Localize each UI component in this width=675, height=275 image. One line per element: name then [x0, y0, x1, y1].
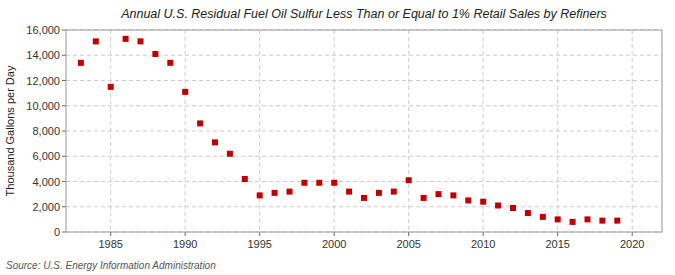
tick-label: 16,000: [26, 24, 60, 36]
point: [599, 218, 605, 224]
tick-label: 2015: [545, 238, 569, 250]
point: [167, 60, 173, 66]
tick: [62, 206, 66, 207]
tick-label: 2010: [471, 238, 495, 250]
annotation: Source: U.S. Energy Information Administ…: [6, 260, 216, 271]
y-axis-label: Thousand Gallons per Day: [4, 65, 16, 196]
tick-label: 2020: [620, 238, 644, 250]
point: [257, 192, 263, 198]
point: [331, 180, 337, 186]
point: [212, 139, 218, 145]
point: [361, 195, 367, 201]
point: [510, 205, 516, 211]
grid-line: [259, 30, 260, 232]
tick-label: 2,000: [32, 201, 60, 213]
points: [78, 36, 620, 225]
point: [391, 189, 397, 195]
tick: [62, 30, 66, 31]
tick-label: 14,000: [26, 49, 60, 61]
point: [182, 89, 188, 95]
point: [480, 199, 486, 205]
chart: Annual U.S. Residual Fuel Oil Sulfur Les…: [0, 0, 675, 275]
tick: [62, 232, 66, 233]
tick-label: 1985: [98, 238, 122, 250]
point: [570, 219, 576, 225]
grid-line: [66, 80, 662, 81]
point: [585, 216, 591, 222]
point: [406, 177, 412, 183]
point: [108, 84, 114, 90]
grid-line: [66, 105, 662, 106]
tick: [259, 232, 260, 236]
point: [316, 180, 322, 186]
point: [495, 202, 501, 208]
point: [421, 195, 427, 201]
grid-line: [110, 30, 111, 232]
grid-line: [632, 30, 633, 232]
tick: [632, 232, 633, 236]
tick: [62, 181, 66, 182]
tick-label: 1990: [173, 238, 197, 250]
tick-label: 2005: [396, 238, 420, 250]
tick-label: 12,000: [26, 75, 60, 87]
point: [138, 38, 144, 44]
grid-line: [66, 181, 662, 182]
point: [465, 197, 471, 203]
point: [78, 60, 84, 66]
grid-line: [185, 30, 186, 232]
tick-label: 10,000: [26, 100, 60, 112]
tick: [62, 55, 66, 56]
tick: [62, 80, 66, 81]
point: [346, 189, 352, 195]
grid-line: [66, 156, 662, 157]
point: [301, 180, 307, 186]
tick: [483, 232, 484, 236]
point: [93, 38, 99, 44]
point: [227, 151, 233, 157]
point: [614, 218, 620, 224]
grid-line: [557, 30, 558, 232]
tick-label: 1995: [247, 238, 271, 250]
point: [287, 189, 293, 195]
point: [436, 191, 442, 197]
plot-frame: [66, 30, 662, 232]
point: [555, 216, 561, 222]
grid-line: [408, 30, 409, 232]
tick: [110, 232, 111, 236]
point: [152, 51, 158, 57]
tick: [62, 105, 66, 106]
tick-label: 8,000: [32, 125, 60, 137]
grid-line: [334, 30, 335, 232]
tick-label: 2000: [322, 238, 346, 250]
tick: [185, 232, 186, 236]
tick-label: 0: [54, 226, 60, 238]
tick-label: 4,000: [32, 176, 60, 188]
point: [123, 36, 129, 42]
grid-line: [66, 131, 662, 132]
tick: [408, 232, 409, 236]
tick: [62, 131, 66, 132]
grid: [66, 30, 662, 232]
grid-line: [66, 206, 662, 207]
tick-label: 6,000: [32, 150, 60, 162]
tick: [62, 156, 66, 157]
point: [540, 214, 546, 220]
point: [197, 120, 203, 126]
point: [272, 190, 278, 196]
point: [376, 190, 382, 196]
point: [450, 192, 456, 198]
tick: [557, 232, 558, 236]
point: [242, 176, 248, 182]
point: [525, 210, 531, 216]
title: Annual U.S. Residual Fuel Oil Sulfur Les…: [120, 7, 607, 21]
tick: [334, 232, 335, 236]
